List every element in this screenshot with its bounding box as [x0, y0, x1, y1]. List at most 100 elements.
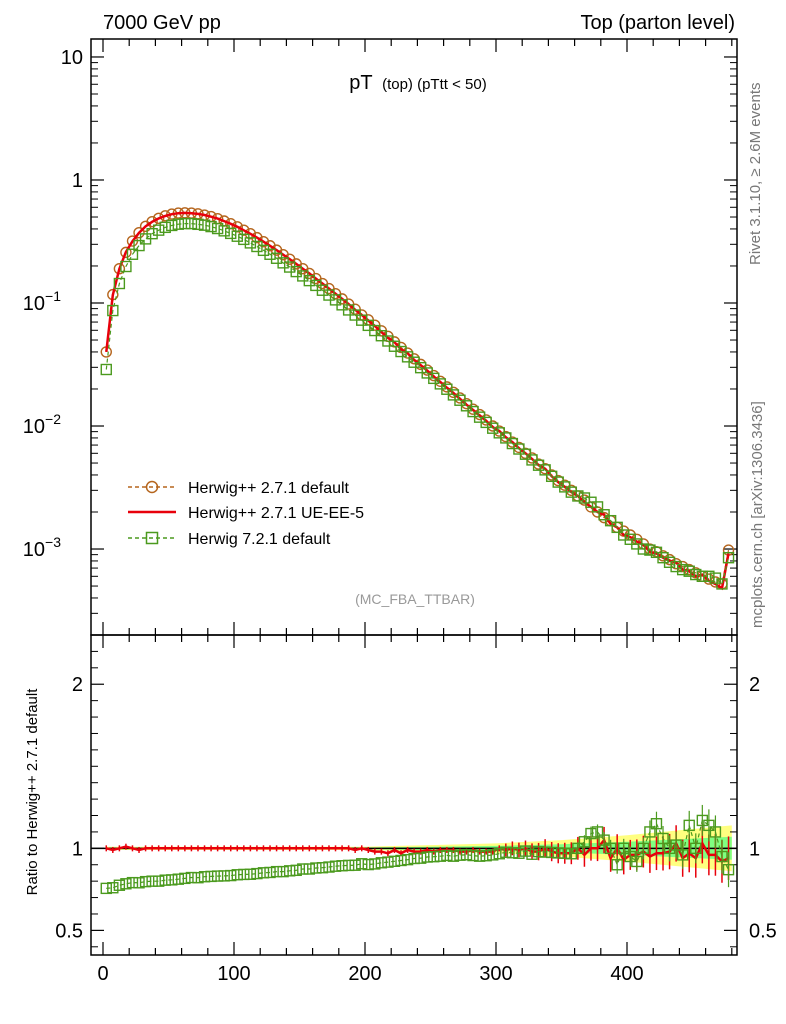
ratio-point-square: [722, 863, 735, 876]
ratio-point-square: [159, 874, 171, 886]
data-point-square: [683, 565, 695, 577]
ratio-point-square: [218, 870, 230, 882]
main-panel-series: [100, 207, 735, 591]
ratio-point-square: [467, 849, 479, 862]
ratio-y-tick-label-right: 2: [749, 674, 760, 696]
legend-entry-brown: Herwig++ 2.7.1 default: [128, 480, 350, 497]
rivet-label: Rivet 3.1.10, ≥ 2.6M events: [747, 83, 764, 266]
main-panel-axes: 10−3 10−2 10−1 1 10: [23, 38, 738, 636]
ratio-point-square: [139, 875, 152, 888]
ratio-point-square: [644, 826, 656, 838]
data-point-square: [637, 543, 650, 555]
data-point-square: [225, 227, 237, 240]
ratio-point-square: [310, 862, 322, 874]
data-point-circle: [152, 212, 165, 225]
ratio-point-square: [277, 865, 289, 878]
legend-entry-red: Herwig++ 2.7.1 UE-EE-5: [128, 505, 364, 522]
data-point-square: [198, 219, 211, 231]
data-point-square: [205, 220, 217, 233]
ratio-point-square: [513, 847, 525, 859]
data-point-square: [231, 230, 243, 242]
data-point-square: [166, 219, 178, 232]
data-point-square: [107, 304, 119, 317]
ratio-point-square: [526, 848, 538, 860]
ratio-point-square: [146, 875, 158, 887]
data-point-square: [545, 470, 558, 483]
x-tick-label: 100: [217, 963, 250, 985]
ratio-point-square: [585, 827, 597, 840]
header-right: Top (parton level): [580, 12, 735, 34]
data-point-square: [264, 248, 276, 260]
ratio-point-square: [683, 819, 695, 832]
ratio-point-square: [231, 869, 243, 881]
legend: Herwig++ 2.7.1 default Herwig++ 2.7.1 UE…: [128, 480, 364, 548]
ratio-point-square: [401, 853, 414, 866]
data-point-square: [126, 248, 139, 260]
series-line-2: [105, 223, 730, 586]
ratio-point-square: [238, 868, 250, 881]
ratio-point-square: [113, 879, 126, 891]
analysis-tag: (MC_FBA_TTBAR): [355, 591, 475, 607]
ratio-point-square: [166, 874, 178, 886]
ratio-point-square: [342, 859, 355, 872]
ratio-point-square: [604, 842, 617, 855]
data-point-square: [460, 400, 473, 412]
ratio-point-square: [611, 859, 623, 871]
mcplots-label: mcplots.cern.ch [arXiv:1306.3436]: [749, 401, 766, 628]
data-point-square: [716, 578, 728, 590]
legend-label-brown: Herwig++ 2.7.1 default: [188, 480, 350, 497]
ratio-point-square: [375, 857, 388, 869]
ratio-point-square: [578, 836, 591, 848]
ratio-point-square: [133, 877, 145, 889]
ratio-point-square: [211, 870, 224, 882]
ratio-y-tick-label-right: 0.5: [749, 920, 777, 942]
data-point-square: [611, 521, 623, 534]
ratio-point-square: [500, 846, 512, 858]
data-point-square: [257, 244, 270, 257]
ratio-point-square: [198, 871, 211, 883]
ratio-point-square: [316, 861, 329, 874]
data-point-square: [709, 572, 722, 584]
ratio-point-square: [441, 849, 453, 862]
ratio-y-tick-label-right: 1: [749, 838, 760, 860]
x-tick-label: 200: [348, 963, 381, 985]
ratio-panel-axes: 0.5 0.5 1 1 2 2 0 100 200 300 400: [55, 634, 777, 985]
ratio-point-square: [388, 855, 401, 867]
ratio-point-square: [297, 863, 309, 875]
ratio-point-square: [382, 856, 394, 868]
ratio-point-square: [126, 876, 139, 889]
y-tick-label: 10−3: [23, 534, 61, 561]
data-point-square: [277, 257, 289, 269]
x-tick-label: 400: [610, 963, 643, 985]
ratio-point-square: [428, 851, 440, 863]
ratio-point-square: [650, 818, 663, 830]
ratio-point-square: [598, 834, 610, 846]
plot-title-sub: (top) (pTtt < 50): [382, 76, 487, 93]
ratio-point-square: [251, 867, 263, 880]
data-point-square: [696, 570, 709, 583]
ratio-point-square: [657, 832, 669, 845]
data-point-square: [722, 552, 735, 564]
ratio-point-square: [539, 846, 551, 858]
data-point-square: [676, 563, 689, 576]
data-point-square: [572, 490, 584, 502]
data-point-square: [578, 492, 591, 504]
data-point-square: [146, 227, 158, 240]
ratio-point-square: [709, 826, 722, 838]
ratio-point-square: [637, 842, 650, 855]
header-left: 7000 GeV pp: [103, 12, 221, 34]
ratio-point-square: [631, 855, 643, 868]
ratio-point-square: [225, 869, 237, 882]
ratio-point-square: [264, 866, 276, 879]
y-tick-label: 10−1: [23, 288, 61, 315]
data-point-square: [238, 233, 250, 246]
ratio-point-square: [283, 865, 296, 877]
ratio-point-square: [244, 868, 257, 880]
data-point-square: [703, 570, 715, 583]
data-point-square: [133, 239, 145, 252]
ratio-point-square: [369, 858, 381, 870]
ratio-point-square: [552, 847, 564, 859]
x-tick-label: 300: [479, 963, 512, 985]
data-point-circle: [238, 224, 250, 236]
